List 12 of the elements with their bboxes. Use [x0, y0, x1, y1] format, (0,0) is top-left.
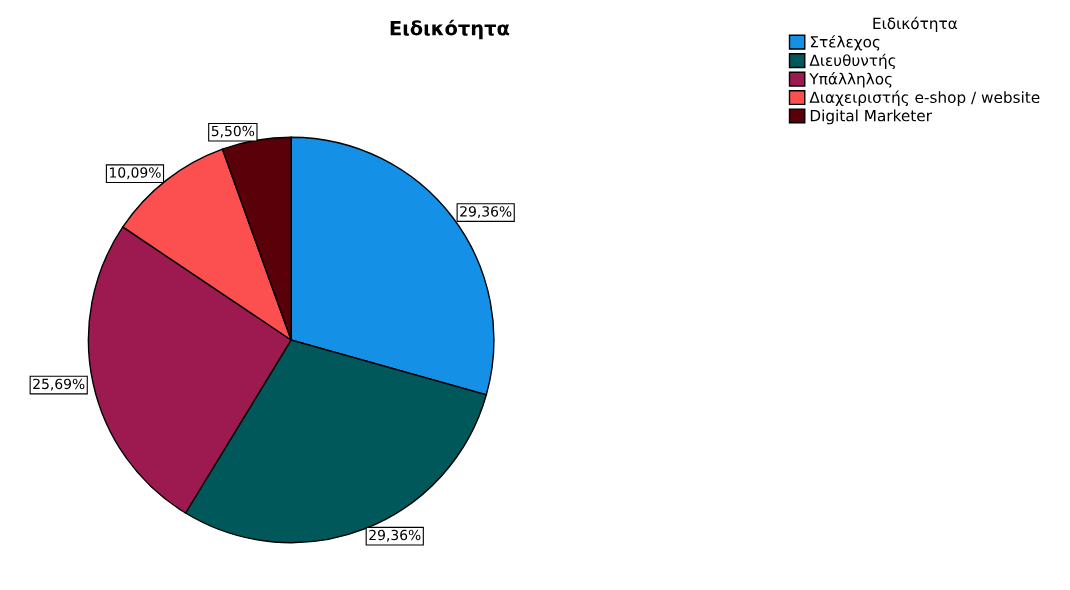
data-label: 5,50% [211, 125, 255, 138]
data-label: 25,69% [33, 378, 85, 391]
data-label: 29,36% [460, 206, 512, 219]
data-label: 29,36% [369, 529, 421, 542]
legend-label: Digital Marketer [810, 109, 932, 125]
legend-title: Ειδικότητα [873, 16, 958, 33]
legend-label: Διαχειριστής e-shop / website [809, 90, 1040, 107]
legend-label: Υπάλληλος [809, 72, 892, 88]
legend-label: Στέλεχος [810, 35, 880, 51]
legend-label: Διευθυντής [809, 53, 896, 70]
data-label: 10,09% [110, 167, 161, 180]
chart-title: Ειδικότητα [390, 19, 510, 40]
